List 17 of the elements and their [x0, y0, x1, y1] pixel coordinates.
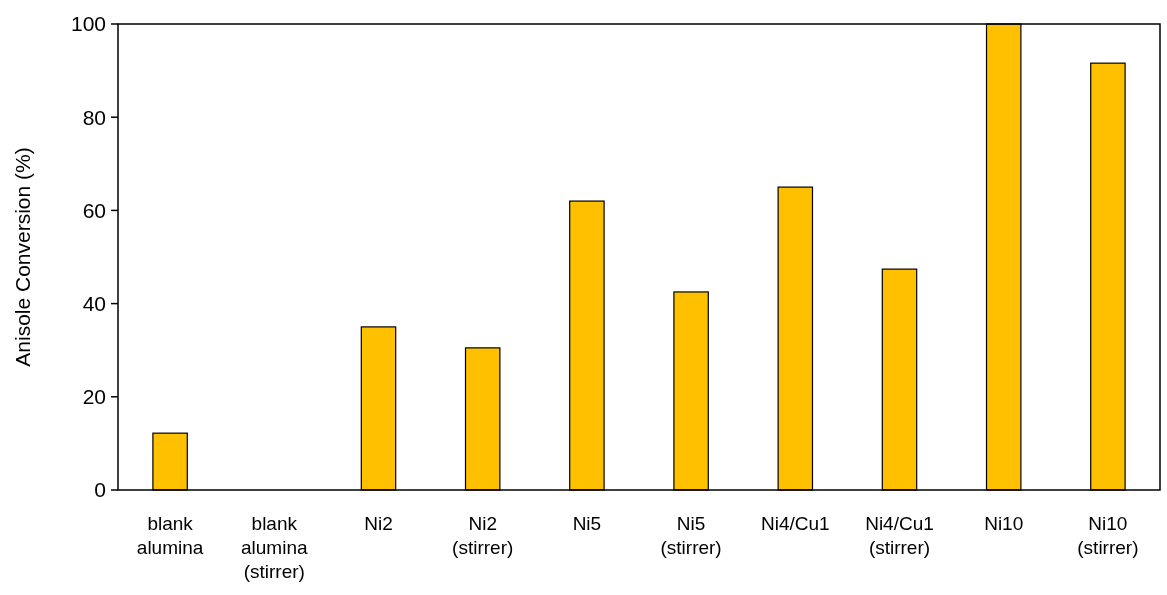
- y-tick-label: 40: [82, 291, 106, 315]
- x-tick-label: Ni5 (stirrer): [660, 513, 722, 558]
- y-tick-label: 80: [82, 105, 106, 129]
- x-tick-label: Ni5: [572, 513, 602, 534]
- x-tick-label: Ni2 (stirrer): [452, 513, 514, 558]
- x-tick-label: blank alumina (stirrer): [241, 513, 308, 582]
- x-tick-label: blank alumina: [136, 513, 204, 558]
- y-axis-title: Anisole Conversion (%): [11, 147, 34, 367]
- x-tick-label: Ni10 (stirrer): [1077, 513, 1139, 558]
- y-tick-label: 20: [82, 385, 106, 409]
- x-tick-label: Ni4/Cu1: [760, 513, 830, 534]
- y-tick-label: 100: [70, 12, 106, 36]
- y-tick-label: 60: [82, 198, 106, 222]
- x-tick-label: Ni4/Cu1 (stirrer): [865, 513, 934, 558]
- y-tick-label: 0: [94, 478, 106, 502]
- x-tick-label: Ni2: [364, 513, 393, 534]
- x-tick-label: Ni10: [984, 513, 1024, 534]
